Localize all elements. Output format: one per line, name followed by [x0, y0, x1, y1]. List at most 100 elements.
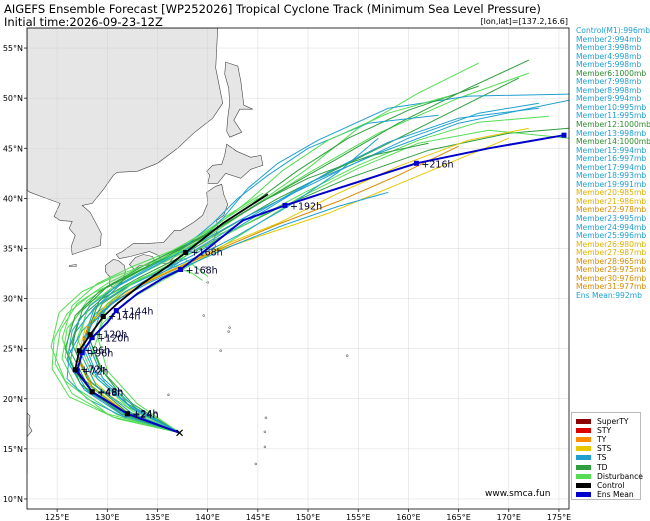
member-entry: Member26:980mb — [576, 239, 647, 249]
ens-mean-time-label: +216h — [421, 159, 453, 170]
website-label: www.smca.fun — [485, 489, 551, 499]
legend-item: Control — [576, 480, 624, 490]
control-time-marker — [76, 348, 82, 354]
member-entry: Member25:996mb — [576, 231, 647, 241]
control-time-label: +72h — [80, 365, 106, 376]
land-small-island — [167, 393, 170, 397]
legend-label: TY — [597, 434, 607, 444]
legend-swatch — [576, 464, 591, 470]
ens-mean-time-label: +48h — [97, 388, 123, 399]
land-asia-mainland — [27, 28, 224, 255]
member-entry: Member22:978mb — [576, 205, 647, 215]
legend-item: TY — [576, 434, 606, 444]
member-entry: Member10:995mb — [576, 102, 647, 112]
ens-mean-end-marker — [561, 132, 567, 138]
lat-tick-label: 20°N — [3, 395, 23, 404]
control-time-label: +96h — [84, 346, 110, 357]
lon-tick-label: 170°E — [497, 513, 521, 521]
land-luzon — [27, 412, 33, 474]
ens-mean-time-marker — [178, 267, 184, 272]
member-entry: Member9:994mb — [576, 94, 642, 104]
control-time-marker — [100, 314, 106, 320]
legend-swatch — [576, 492, 591, 498]
control-time-marker — [87, 332, 93, 338]
ens-mean-time-marker — [282, 202, 288, 208]
lat-tick-label: 10°N — [3, 495, 23, 504]
member-entry: Member13:998mb — [576, 128, 647, 138]
member-track — [64, 142, 429, 434]
lon-tick-label: 150°E — [296, 513, 320, 521]
land-small-island — [228, 326, 231, 329]
lon-tick-label: 125°E — [45, 513, 69, 521]
legend-item: SuperTY — [576, 416, 629, 426]
member-entry: Member24:994mb — [576, 222, 647, 232]
member-entry: Member5:998mb — [576, 60, 642, 70]
ens-mean-time-label: +24h — [132, 410, 158, 421]
legend-swatch — [576, 446, 591, 452]
member-track — [82, 102, 539, 434]
ens-mean-time-marker — [113, 308, 119, 314]
ens-mean-time-marker — [413, 160, 419, 166]
legend-swatch — [576, 482, 591, 488]
member-entry: Member19:991mb — [576, 179, 647, 189]
member-entry: Control(M1):996mb — [576, 26, 650, 35]
lat-tick-label: 55°N — [3, 44, 23, 53]
member-entry: Member6:1000mb — [576, 68, 647, 78]
lon-tick-label: 160°E — [396, 513, 420, 521]
lon-tick-label: 155°E — [346, 513, 370, 521]
member-entry: Member17:994mb — [576, 162, 647, 172]
lat-tick-label: 40°N — [3, 194, 23, 203]
legend-label: Ens Mean — [597, 490, 634, 500]
label-layer: +24h +48h +72h +96h +120h +144h +168h +192h +216… — [72, 132, 567, 437]
legend-swatch — [576, 418, 591, 424]
legend-label: Disturbance — [597, 471, 643, 481]
legend-item: Ens Mean — [576, 490, 634, 500]
lon-tick-label: 175°E — [547, 513, 571, 521]
control-time-marker — [124, 411, 130, 417]
ens-mean-time-marker — [89, 335, 95, 341]
member-entry: Member7:998mb — [576, 77, 642, 87]
control-time-label: +168h — [191, 248, 223, 259]
coordinate-readout: [lon,lat]=[137.2,16.6] — [480, 17, 568, 26]
member-entry: Member20:985mb — [576, 188, 647, 198]
legend-label: TD — [597, 462, 608, 472]
lat-tick-label: 15°N — [3, 445, 23, 454]
land-small-island — [227, 330, 230, 333]
member-entry: Member2:994mb — [576, 34, 642, 44]
legend-label: Control — [597, 480, 625, 490]
land-small-island — [204, 266, 207, 269]
member-entry: Member31:977mb — [576, 282, 647, 292]
member-entry: Member11:995mb — [576, 111, 647, 121]
control-time-marker — [89, 389, 95, 395]
chart-title: AIGEFS Ensemble Forecast [WP252026] Trop… — [4, 2, 541, 16]
land-honshu — [115, 183, 229, 264]
intensity-legend: SuperTY STY TY STS TS TD Disturbance Control Ens… — [571, 412, 643, 500]
land-small-island — [263, 430, 267, 434]
lat-tick-label: 30°N — [3, 295, 23, 304]
control-time-label: +24h — [132, 409, 158, 420]
control-time-label: +144h — [108, 312, 140, 323]
land-small-island — [345, 354, 349, 357]
ens-mean-track — [76, 134, 565, 434]
ens-mean-time-label: +96h — [87, 349, 113, 360]
lon-tick-label: 145°E — [246, 513, 270, 521]
land-jeju — [68, 264, 77, 267]
member-entry: Member16:997mb — [576, 154, 647, 164]
member-entry: Member4:998mb — [576, 51, 642, 61]
member-entry: Member30:976mb — [576, 273, 647, 283]
legend-label: TS — [597, 453, 607, 463]
member-track — [50, 227, 233, 434]
lon-tick-label: 135°E — [145, 513, 169, 521]
ens-mean-time-label: +144h — [121, 307, 153, 318]
land-hokkaido — [206, 143, 264, 184]
member-entry: Member8:998mb — [576, 85, 642, 95]
member-entry: Member15:994mb — [576, 145, 647, 155]
member-list: Control(M1):996mb Member2:994mb Member3:99… — [576, 26, 650, 301]
lon-tick-label: 140°E — [196, 513, 220, 521]
land-small-island — [264, 416, 268, 420]
control-time-marker — [183, 250, 189, 255]
ens-mean-time-label: +192h — [290, 201, 322, 212]
legend-item: TS — [576, 453, 606, 463]
init-time: Initial time:2026-09-23-12Z — [4, 15, 163, 29]
